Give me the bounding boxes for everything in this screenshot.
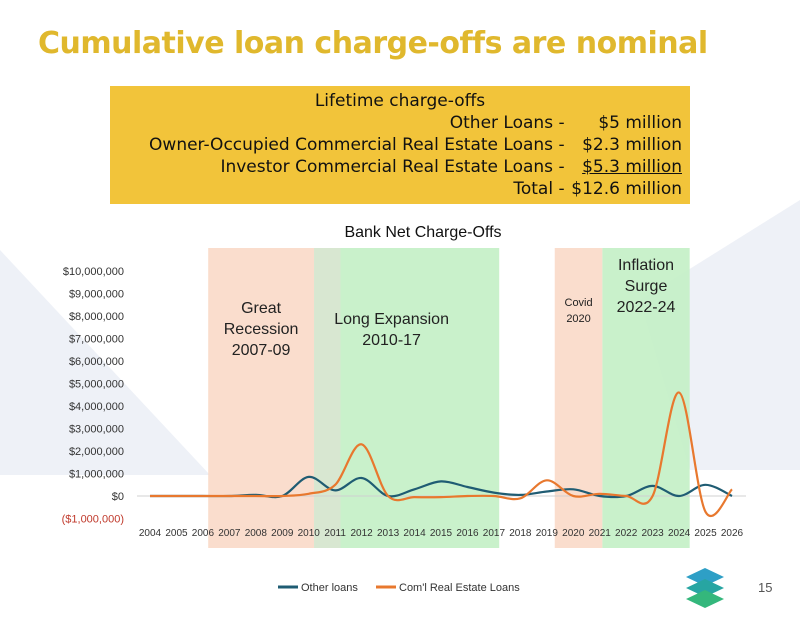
stacked-layers-logo xyxy=(686,568,724,608)
x-tick-label: 2006 xyxy=(192,528,215,539)
slide-title: Cumulative loan charge-offs are nominal xyxy=(38,26,708,61)
summary-amount: $2.3 million xyxy=(582,135,682,155)
summary-amount: $5.3 million xyxy=(582,157,682,177)
y-tick-label: $6,000,000 xyxy=(69,356,124,368)
x-tick-label: 2008 xyxy=(245,528,268,539)
band-label-line: 2022-24 xyxy=(617,299,676,316)
legend-label-other-loans: Other loans xyxy=(301,582,358,594)
band-label-line: Surge xyxy=(625,278,668,295)
band-label-line: 2010-17 xyxy=(362,332,421,349)
band-label-line: Inflation xyxy=(618,257,674,274)
band-label-line: 2007-09 xyxy=(232,342,291,359)
summary-label: Other Loans xyxy=(449,113,554,133)
band-label-line: Recession xyxy=(224,321,299,338)
y-tick-label: ($1,000,000) xyxy=(62,514,124,526)
logo-layer-middle xyxy=(686,579,724,597)
summary-row-owner-occupied-cre: Owner-Occupied Commercial Real Estate Lo… xyxy=(118,134,682,156)
x-tick-label: 2024 xyxy=(668,528,691,539)
logo-layer-bottom xyxy=(686,590,724,608)
band-long-expansion-2010-17 xyxy=(314,248,500,548)
x-tick-label: 2017 xyxy=(483,528,506,539)
y-tick-label: $8,000,000 xyxy=(69,311,124,323)
x-tick-label: 2014 xyxy=(403,528,426,539)
y-tick-label: $2,000,000 xyxy=(69,446,124,458)
series-line-cre-loans xyxy=(150,391,733,517)
x-tick-label: 2020 xyxy=(562,528,585,539)
period-bands xyxy=(208,248,690,548)
legend-label-cre-loans: Com'l Real Estate Loans xyxy=(399,582,520,594)
summary-amount: $12.6 million xyxy=(571,179,682,199)
summary-row-other-loans: Other Loans - $5 million xyxy=(118,112,682,134)
period-band-labels: Great Recession 2007-09 Long Expansion 2010-… xyxy=(224,257,676,359)
lifetime-charge-offs-box: Lifetime charge-offs Other Loans - $5 mi… xyxy=(110,86,690,204)
summary-separator: - xyxy=(558,135,565,155)
page-number: 15 xyxy=(758,580,773,595)
summary-amount: $5 million xyxy=(598,113,682,133)
summary-heading: Lifetime charge-offs xyxy=(314,91,486,111)
band-great-recession-2007-09 xyxy=(208,248,315,548)
x-tick-label: 2026 xyxy=(721,528,744,539)
band-label-line: Covid xyxy=(565,297,593,309)
x-tick-label: 2013 xyxy=(377,528,400,539)
band-label-line: Long Expansion xyxy=(334,311,449,328)
x-tick-label: 2010 xyxy=(298,528,321,539)
summary-separator: - xyxy=(558,157,565,177)
x-tick-label: 2009 xyxy=(271,528,294,539)
y-tick-label: $9,000,000 xyxy=(69,289,124,301)
background-triangle-left xyxy=(0,250,210,475)
x-tick-label: 2022 xyxy=(615,528,638,539)
band-overlap xyxy=(314,248,341,548)
y-tick-label: $0 xyxy=(112,491,124,503)
y-tick-label: $10,000,000 xyxy=(63,266,124,278)
x-tick-label: 2007 xyxy=(218,528,241,539)
band-covid-2020 xyxy=(554,248,603,548)
y-axis-ticks: ($1,000,000) $0 $1,000,000 $2,000,000 $3,000… xyxy=(62,266,124,526)
x-tick-label: 2012 xyxy=(351,528,374,539)
x-tick-label: 2011 xyxy=(324,528,346,539)
legend: Other loans Com'l Real Estate Loans xyxy=(278,582,520,594)
x-tick-label: 2016 xyxy=(456,528,479,539)
x-tick-label: 2005 xyxy=(165,528,188,539)
x-tick-label: 2021 xyxy=(589,528,612,539)
x-tick-label: 2018 xyxy=(509,528,532,539)
summary-separator: - xyxy=(558,113,565,133)
y-tick-label: $5,000,000 xyxy=(69,379,124,391)
summary-separator: - xyxy=(558,179,565,199)
summary-row-investor-cre: Investor Commercial Real Estate Loans - … xyxy=(118,156,682,178)
band-label-line: 2020 xyxy=(566,313,590,325)
y-tick-label: $3,000,000 xyxy=(69,424,124,436)
y-tick-label: $4,000,000 xyxy=(69,401,124,413)
x-tick-label: 2025 xyxy=(694,528,717,539)
x-tick-label: 2004 xyxy=(139,528,162,539)
chart-title: Bank Net Charge-Offs xyxy=(344,224,501,241)
logo-layer-top xyxy=(686,568,724,586)
series-lines xyxy=(150,391,733,517)
summary-label: Investor Commercial Real Estate Loans xyxy=(220,157,554,177)
summary-label: Owner-Occupied Commercial Real Estate Lo… xyxy=(149,135,554,155)
band-label-line: Great xyxy=(241,300,282,317)
y-tick-label: $1,000,000 xyxy=(69,469,124,481)
summary-label: Total xyxy=(513,179,554,199)
x-axis-ticks: 2004 2005 2006 2007 2008 2009 2010 2011 2012 2013… xyxy=(139,528,744,539)
summary-row-total: Total - $12.6 million xyxy=(118,178,682,200)
x-tick-label: 2015 xyxy=(430,528,453,539)
y-tick-label: $7,000,000 xyxy=(69,334,124,346)
x-tick-label: 2019 xyxy=(536,528,559,539)
x-tick-label: 2023 xyxy=(642,528,665,539)
